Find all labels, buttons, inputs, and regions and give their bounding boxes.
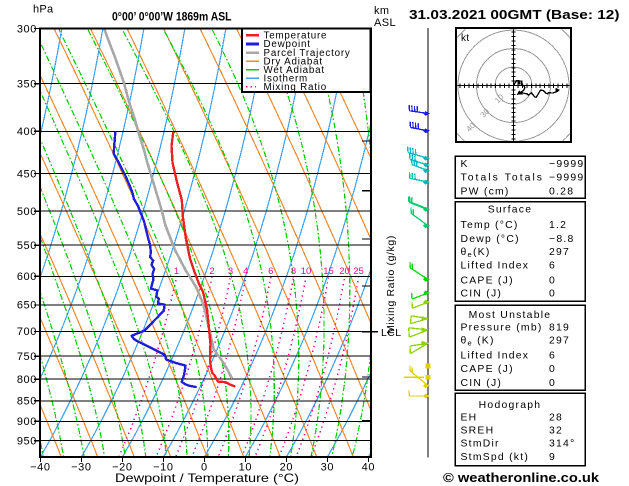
svg-text:Wet Adiabat: Wet Adiabat: [264, 65, 325, 76]
svg-text:EH: EH: [461, 412, 478, 423]
svg-text:0: 0: [549, 378, 556, 389]
svg-text:650: 650: [17, 300, 37, 312]
svg-text:850: 850: [17, 396, 37, 408]
svg-text:10: 10: [239, 462, 252, 474]
svg-text:0: 0: [201, 462, 208, 474]
svg-text:32: 32: [549, 425, 563, 436]
svg-text:−9999: −9999: [549, 173, 584, 184]
svg-text:297: 297: [549, 336, 570, 347]
svg-text:950: 950: [17, 435, 37, 447]
svg-text:450: 450: [17, 168, 37, 180]
svg-text:−20: −20: [112, 462, 132, 474]
svg-text:2: 2: [209, 266, 214, 277]
svg-text:297: 297: [549, 247, 570, 258]
svg-text:CAPE (J): CAPE (J): [461, 364, 514, 375]
svg-text:350: 350: [17, 78, 37, 90]
svg-text:ASL: ASL: [374, 17, 396, 29]
svg-text:StmSpd (kt): StmSpd (kt): [461, 452, 530, 463]
svg-text:Mixing Ratio (g/kg): Mixing Ratio (g/kg): [385, 235, 397, 334]
svg-text:400: 400: [17, 126, 37, 138]
svg-text:700: 700: [17, 326, 37, 338]
svg-text:0°00’ 0°00’W 1869m ASL: 0°00’ 0°00’W 1869m ASL: [112, 12, 232, 24]
svg-text:Lifted Index: Lifted Index: [461, 261, 530, 272]
svg-text:0.28: 0.28: [549, 186, 574, 197]
svg-text:20: 20: [339, 266, 350, 277]
svg-text:Temp (°C): Temp (°C): [461, 220, 519, 231]
svg-text:20: 20: [280, 462, 293, 474]
svg-text:314°: 314°: [549, 438, 576, 449]
svg-text:−40: −40: [30, 462, 50, 474]
svg-text:StmDir: StmDir: [461, 438, 500, 449]
svg-text:hPa: hPa: [33, 4, 54, 16]
svg-text:900: 900: [17, 416, 37, 428]
svg-text:θe (K): θe (K): [461, 336, 495, 348]
svg-text:Dewpoint / Temperature (°C): Dewpoint / Temperature (°C): [115, 471, 299, 485]
svg-text:10: 10: [301, 266, 312, 277]
svg-text:Most Unstable: Most Unstable: [469, 310, 552, 321]
svg-text:6: 6: [268, 266, 273, 277]
svg-text:Surface: Surface: [488, 204, 533, 215]
svg-text:25: 25: [353, 266, 364, 277]
svg-text:9: 9: [549, 452, 556, 463]
svg-text:−30: −30: [71, 462, 91, 474]
svg-text:0: 0: [549, 364, 556, 375]
svg-text:© weatheronline.co.uk: © weatheronline.co.uk: [443, 470, 600, 485]
svg-text:CAPE (J): CAPE (J): [461, 275, 514, 286]
svg-text:Pressure (mb): Pressure (mb): [461, 322, 543, 333]
svg-text:550: 550: [17, 240, 37, 252]
svg-text:1.2: 1.2: [549, 220, 567, 231]
svg-text:1: 1: [174, 266, 179, 277]
svg-text:kt: kt: [461, 33, 470, 44]
svg-text:6: 6: [549, 261, 556, 272]
svg-text:K: K: [461, 159, 469, 170]
svg-text:819: 819: [549, 322, 570, 333]
svg-text:PW (cm): PW (cm): [461, 186, 510, 197]
svg-text:40: 40: [362, 462, 375, 474]
svg-text:Dewpoint: Dewpoint: [264, 39, 311, 50]
svg-text:km: km: [374, 5, 389, 17]
svg-text:−10: −10: [153, 462, 173, 474]
svg-text:500: 500: [17, 206, 37, 218]
svg-text:0: 0: [549, 275, 556, 286]
svg-text:800: 800: [17, 374, 37, 386]
svg-text:300: 300: [17, 23, 37, 35]
svg-text:Isotherm: Isotherm: [264, 74, 309, 85]
svg-text:30: 30: [321, 462, 334, 474]
svg-text:4: 4: [243, 266, 248, 277]
svg-text:0: 0: [549, 288, 556, 299]
svg-text:6: 6: [549, 351, 556, 362]
svg-text:θe(K): θe(K): [461, 247, 491, 259]
svg-text:Hodograph: Hodograph: [479, 400, 542, 411]
svg-text:−8.8: −8.8: [549, 234, 575, 245]
svg-text:Lifted Index: Lifted Index: [461, 351, 530, 362]
svg-text:Totals Totals: Totals Totals: [461, 173, 543, 184]
svg-text:600: 600: [17, 271, 37, 283]
svg-text:Temperature: Temperature: [264, 31, 328, 42]
svg-text:750: 750: [17, 351, 37, 363]
svg-text:28: 28: [549, 412, 563, 423]
svg-text:Parcel Trajectory: Parcel Trajectory: [264, 48, 351, 59]
svg-text:CIN (J): CIN (J): [461, 288, 503, 299]
svg-text:Dewp (°C): Dewp (°C): [461, 234, 520, 245]
svg-text:SREH: SREH: [461, 425, 495, 436]
svg-text:31.03.2021 00GMT (Base: 12): 31.03.2021 00GMT (Base: 12): [409, 8, 620, 22]
svg-text:3: 3: [228, 266, 233, 277]
svg-text:LCL: LCL: [381, 327, 401, 339]
svg-text:8: 8: [291, 266, 296, 277]
svg-text:−9999: −9999: [549, 159, 584, 170]
svg-text:CIN (J): CIN (J): [461, 378, 503, 389]
svg-text:Mixing Ratio: Mixing Ratio: [264, 82, 328, 93]
svg-text:Dry Adiabat: Dry Adiabat: [264, 56, 323, 67]
svg-text:15: 15: [323, 266, 334, 277]
